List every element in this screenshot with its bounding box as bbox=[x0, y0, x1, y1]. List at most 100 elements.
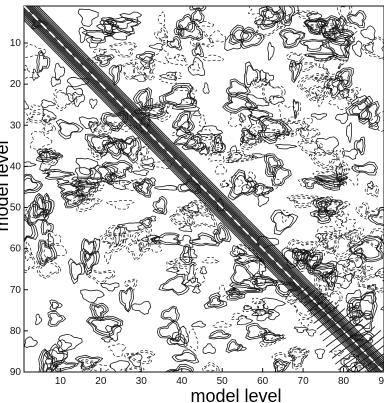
negative-noise-contour bbox=[41, 120, 57, 135]
positive-noise-contour bbox=[262, 119, 287, 141]
positive-noise-contour bbox=[103, 161, 131, 178]
negative-noise-contour bbox=[107, 226, 125, 246]
positive-noise-contour bbox=[176, 113, 191, 130]
negative-noise-contour bbox=[120, 64, 136, 78]
negative-noise-contour bbox=[24, 241, 33, 262]
negative-noise-contour bbox=[312, 169, 342, 189]
negative-noise-contour bbox=[318, 274, 328, 295]
positive-noise-contour bbox=[371, 209, 384, 226]
negative-near-diagonal-contour bbox=[0, 55, 3, 60]
positive-noise-contour bbox=[176, 234, 194, 248]
lower-right-fan-contour bbox=[356, 353, 384, 372]
diagonal-correlation-contour bbox=[37, 6, 384, 359]
diagonal-correlation-contour bbox=[26, 6, 384, 370]
positive-noise-contour bbox=[89, 303, 109, 322]
positive-noise-contour bbox=[302, 40, 326, 50]
negative-noise-contour bbox=[149, 49, 170, 65]
negative-near-diagonal-contour bbox=[230, 312, 248, 320]
x-axis-tick-label: 90 bbox=[378, 376, 384, 387]
positive-noise-contour bbox=[141, 219, 151, 226]
positive-noise-contour bbox=[36, 50, 51, 73]
positive-noise-contour bbox=[222, 92, 258, 114]
positive-noise-contour bbox=[304, 179, 316, 188]
positive-noise-contour bbox=[247, 106, 274, 122]
positive-noise-contour bbox=[117, 137, 142, 164]
positive-noise-contour bbox=[228, 145, 243, 164]
positive-noise-contour bbox=[40, 243, 53, 263]
positive-noise-contour bbox=[345, 289, 362, 310]
diagonal-correlation-contour bbox=[24, 6, 384, 372]
diagonal-correlation-contour bbox=[24, 17, 373, 372]
positive-noise-contour bbox=[176, 13, 196, 33]
positive-noise-contour bbox=[240, 26, 265, 49]
lower-right-fan-contour bbox=[338, 335, 384, 371]
negative-near-diagonal-contour bbox=[331, 349, 345, 357]
negative-noise-contour bbox=[354, 362, 370, 372]
positive-noise-contour bbox=[187, 57, 205, 77]
positive-noise-contour bbox=[42, 352, 53, 372]
positive-noise-contour bbox=[66, 85, 83, 103]
negative-noise-contour bbox=[293, 10, 318, 20]
positive-near-diagonal-contour bbox=[229, 245, 246, 258]
positive-noise-contour bbox=[266, 154, 282, 176]
positive-noise-contour bbox=[65, 194, 84, 205]
negative-noise-contour bbox=[194, 20, 215, 28]
positive-noise-contour bbox=[230, 286, 258, 292]
positive-noise-contour bbox=[24, 174, 42, 193]
y-axis-tick-label: 40 bbox=[10, 161, 22, 172]
positive-noise-contour bbox=[178, 15, 194, 31]
negative-noise-contour bbox=[142, 66, 151, 77]
y-axis-tick-label: 80 bbox=[10, 326, 22, 337]
positive-near-diagonal-contour bbox=[178, 224, 193, 232]
positive-noise-contour bbox=[366, 284, 377, 291]
positive-noise-contour bbox=[42, 220, 52, 234]
negative-noise-contour bbox=[293, 257, 311, 273]
diagonal-correlation-contour bbox=[24, 19, 371, 372]
positive-near-diagonal-contour bbox=[89, 98, 98, 110]
positive-noise-contour bbox=[177, 21, 204, 41]
positive-noise-contour bbox=[324, 271, 336, 288]
positive-noise-contour bbox=[93, 237, 101, 254]
diagonal-correlation-contour bbox=[30, 6, 384, 366]
positive-noise-contour bbox=[230, 26, 253, 44]
negative-noise-contour bbox=[82, 362, 92, 370]
positive-near-diagonal-contour bbox=[131, 74, 147, 83]
positive-noise-contour bbox=[134, 179, 152, 197]
positive-noise-contour bbox=[264, 153, 284, 177]
positive-noise-contour bbox=[313, 211, 334, 222]
negative-noise-contour bbox=[352, 268, 366, 280]
positive-near-diagonal-contour bbox=[198, 146, 210, 155]
positive-noise-contour bbox=[367, 180, 374, 190]
negative-noise-contour bbox=[292, 197, 317, 205]
positive-noise-contour bbox=[281, 6, 296, 24]
positive-noise-contour bbox=[225, 339, 244, 353]
diagonal-correlation-contour bbox=[24, 15, 375, 372]
negative-noise-contour bbox=[90, 147, 106, 158]
positive-noise-contour bbox=[94, 54, 115, 68]
positive-noise-contour bbox=[278, 6, 299, 27]
positive-near-diagonal-contour bbox=[147, 215, 157, 222]
negative-noise-contour bbox=[38, 259, 59, 278]
positive-noise-contour bbox=[62, 192, 87, 207]
positive-noise-contour bbox=[301, 177, 318, 190]
negative-noise-contour bbox=[181, 201, 212, 216]
positive-noise-contour bbox=[120, 139, 140, 162]
negative-noise-contour bbox=[336, 213, 349, 223]
negative-noise-contour bbox=[289, 53, 303, 66]
positive-noise-contour bbox=[351, 295, 374, 317]
negative-near-diagonal-contour bbox=[262, 330, 278, 341]
positive-noise-contour bbox=[208, 329, 232, 340]
positive-noise-contour bbox=[340, 40, 351, 58]
negative-near-diagonal-contour bbox=[173, 54, 186, 62]
negative-noise-contour bbox=[335, 147, 345, 166]
negative-near-diagonal-contour bbox=[239, 115, 257, 128]
positive-noise-contour bbox=[191, 6, 204, 10]
positive-noise-contour bbox=[191, 320, 206, 328]
negative-noise-contour bbox=[361, 36, 384, 60]
negative-noise-contour bbox=[346, 257, 364, 277]
negative-noise-contour bbox=[306, 24, 340, 34]
positive-noise-contour bbox=[74, 167, 94, 182]
positive-noise-contour bbox=[41, 108, 57, 124]
positive-noise-contour bbox=[97, 166, 116, 181]
negative-noise-contour bbox=[219, 180, 229, 188]
